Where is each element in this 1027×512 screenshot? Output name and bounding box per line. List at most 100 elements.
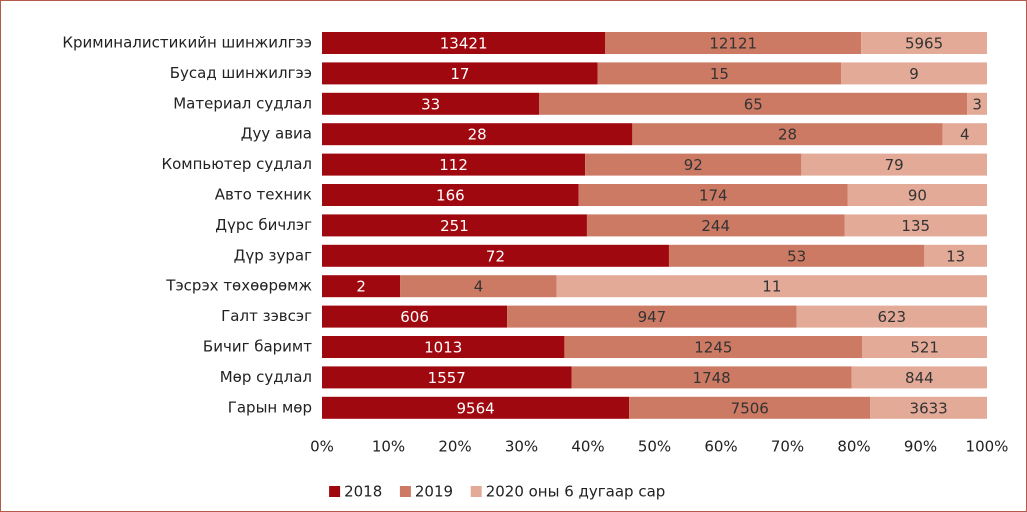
bar-segment (841, 62, 987, 85)
bar-segment (322, 336, 565, 358)
value-label: 3633 (910, 399, 948, 417)
bar-segment (967, 92, 987, 115)
y-tick-label: Тэсрэх төхөөрөмж (165, 277, 312, 295)
bar-segment (801, 153, 987, 176)
value-label: 251 (440, 217, 469, 235)
bar-segment (605, 32, 862, 54)
value-label: 72 (486, 247, 505, 265)
legend-swatch (470, 486, 482, 497)
x-tick-label: 10% (372, 438, 405, 456)
bar-segment (322, 214, 587, 237)
x-tick-label: 100% (966, 438, 1009, 456)
bar-segment (564, 336, 863, 358)
bar-segment (322, 305, 508, 328)
value-label: 28 (468, 126, 487, 144)
bar-segment (322, 123, 633, 146)
bar-segment (322, 366, 572, 389)
value-label: 11 (762, 278, 781, 296)
value-label: 1013 (424, 339, 462, 357)
value-label: 92 (684, 156, 703, 174)
value-label: 28 (778, 126, 797, 144)
x-tick-label: 20% (438, 438, 471, 456)
bar-segment (322, 92, 540, 115)
y-tick-label: Гарын мөр (228, 398, 312, 416)
value-label: 244 (701, 217, 730, 235)
bar-segment (322, 62, 598, 85)
bar-segment (322, 244, 669, 267)
legend-label: 2019 (415, 483, 453, 501)
value-label: 33 (421, 95, 440, 113)
y-tick-label: Материал судлал (173, 94, 312, 112)
value-label: 1748 (693, 369, 731, 387)
value-label: 12121 (709, 35, 757, 53)
value-label: 623 (877, 308, 906, 326)
bar-segment (851, 366, 987, 389)
value-label: 9564 (457, 399, 495, 417)
y-tick-label: Бусад шинжилгээ (170, 64, 312, 82)
bar-segment (539, 92, 968, 115)
value-label: 135 (901, 217, 930, 235)
bar-segment (322, 184, 579, 206)
bar-segment (942, 123, 987, 146)
x-tick-label: 50% (638, 438, 671, 456)
value-label: 521 (910, 339, 939, 357)
y-tick-label: Авто техник (215, 186, 312, 204)
bar-segment (597, 62, 842, 85)
value-label: 9 (909, 65, 919, 83)
y-tick-label: Дүрс бичлэг (215, 216, 312, 234)
bar-segment (400, 275, 557, 298)
value-label: 1557 (428, 369, 466, 387)
value-label: 3 (972, 95, 982, 113)
bar-segment (586, 214, 845, 237)
bar-segment (507, 305, 797, 328)
value-label: 166 (436, 187, 465, 205)
bar-segment (668, 244, 925, 267)
y-tick-label: Галт зэвсэг (221, 307, 312, 325)
bar-segment (585, 153, 802, 176)
bar-segment (578, 184, 848, 206)
bar-segment (844, 214, 987, 237)
y-tick-label: Дүр зураг (234, 246, 312, 264)
bar-segment (322, 32, 606, 54)
value-label: 13421 (440, 35, 488, 53)
legend-swatch (399, 486, 411, 497)
x-tick-label: 0% (310, 438, 334, 456)
value-label: 4 (960, 126, 970, 144)
value-label: 90 (908, 187, 927, 205)
value-label: 606 (400, 308, 429, 326)
value-label: 112 (439, 156, 468, 174)
bar-segment (870, 396, 987, 419)
value-label: 53 (787, 247, 806, 265)
bar-segment (862, 336, 987, 358)
value-label: 5965 (905, 35, 943, 53)
value-label: 947 (638, 308, 667, 326)
bar-segment (632, 123, 943, 146)
bar-segment (796, 305, 987, 328)
y-tick-label: Компьютер судлал (161, 155, 312, 173)
value-label: 17 (450, 65, 469, 83)
x-tick-label: 70% (771, 438, 804, 456)
bar-segment (556, 275, 987, 298)
legend-label: 2020 оны 6 дугаар сар (486, 483, 666, 501)
value-label: 15 (710, 65, 729, 83)
y-tick-label: Криминалистикийн шинжилгээ (62, 34, 312, 52)
value-label: 13 (946, 247, 965, 265)
value-label: 4 (474, 278, 484, 296)
bar-segment (847, 184, 987, 206)
bar-segment (322, 275, 401, 298)
x-tick-label: 80% (837, 438, 870, 456)
x-tick-label: 30% (505, 438, 538, 456)
bar-segment (322, 153, 586, 176)
value-label: 2 (356, 278, 366, 296)
value-label: 7506 (731, 399, 769, 417)
x-tick-label: 40% (571, 438, 604, 456)
value-label: 65 (744, 95, 763, 113)
bar-segment (571, 366, 852, 389)
bar-segment (322, 396, 630, 419)
legend-label: 2018 (344, 483, 382, 501)
y-tick-label: Дуу авиа (241, 125, 312, 143)
y-tick-label: Мөр судлал (220, 368, 312, 386)
value-label: 844 (905, 369, 934, 387)
bar-segment (629, 396, 871, 419)
